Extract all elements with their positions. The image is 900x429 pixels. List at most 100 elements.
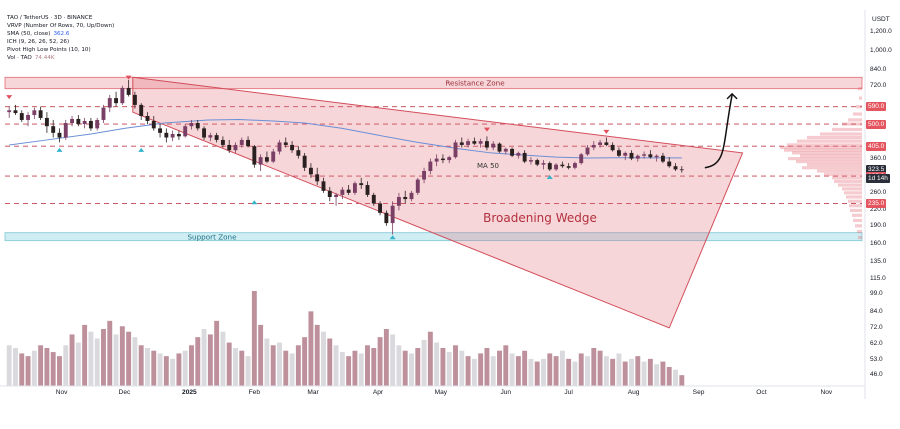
pivot-marker xyxy=(389,235,396,240)
volume-bar xyxy=(641,361,647,386)
candle xyxy=(610,142,615,152)
volume-bar xyxy=(541,358,546,386)
candle xyxy=(63,119,68,140)
volume-bar xyxy=(283,350,289,386)
candle xyxy=(220,136,225,148)
volume-bar xyxy=(75,342,81,386)
candle xyxy=(170,130,175,142)
volume-profile-bar xyxy=(858,235,862,240)
candle-body xyxy=(239,139,244,145)
volume-profile-bar xyxy=(817,169,862,173)
candle-body xyxy=(616,150,621,156)
volume-bar xyxy=(503,345,509,386)
candle-body xyxy=(359,183,364,186)
candle xyxy=(623,151,628,161)
volume-profile-bar xyxy=(787,143,862,147)
candle xyxy=(76,115,81,127)
volume-profile-bar xyxy=(820,132,862,136)
ma-50-label: MA 50 xyxy=(477,162,499,170)
legend-volume[interactable]: Vol · TAO 74.44K xyxy=(7,54,114,62)
candle-body xyxy=(422,171,427,180)
candle-body xyxy=(132,94,137,105)
pivot-marker xyxy=(6,95,13,100)
candle xyxy=(459,137,464,148)
volume-bar xyxy=(63,345,69,386)
candle xyxy=(214,132,219,143)
volume-bar xyxy=(578,353,584,386)
candle-body xyxy=(233,144,238,151)
candle xyxy=(535,158,540,167)
volume-bar xyxy=(308,311,314,386)
volume-profile-bar xyxy=(788,157,862,161)
price-tick-label: 160.0 xyxy=(870,239,887,247)
volume-bar xyxy=(440,348,446,386)
volume-profile-bar xyxy=(848,118,862,122)
candle xyxy=(32,107,37,119)
volume-profile-bar xyxy=(802,166,862,170)
time-tick-label: Nov xyxy=(820,389,833,396)
candle xyxy=(95,117,100,131)
candle xyxy=(19,110,24,122)
price-tick-label: 84.0 xyxy=(870,307,883,315)
price-level-tag: 323.5 xyxy=(866,165,887,175)
candle-body xyxy=(44,117,49,127)
legend-symbol[interactable]: TAO / TetherUS · 3D · BINANCE xyxy=(7,15,93,21)
candle xyxy=(453,139,458,159)
legend-ich[interactable]: ICH (9, 26, 26, 52, 26) xyxy=(7,39,70,46)
legend-sma[interactable]: SMA (50, close) 362.6 xyxy=(7,30,114,38)
volume-profile-bar xyxy=(807,163,862,167)
candle xyxy=(13,104,18,116)
candle xyxy=(352,181,357,195)
candle-body xyxy=(183,126,188,137)
volume-bar xyxy=(207,334,213,386)
time-tick-label: Jul xyxy=(564,389,573,396)
candle-body xyxy=(491,143,496,148)
time-tick-label: Sep xyxy=(692,389,705,396)
volume-profile-bar xyxy=(792,151,862,155)
candle xyxy=(57,128,62,143)
bar-countdown-tag: 1d 14h xyxy=(866,173,890,183)
candle-body xyxy=(365,185,370,195)
candle xyxy=(679,166,684,173)
candle-body xyxy=(258,157,263,165)
price-tick-label: 62.0 xyxy=(870,339,883,347)
candle-body xyxy=(13,110,18,114)
candle xyxy=(428,158,433,175)
volume-profile-bar xyxy=(797,139,862,143)
legend-vrvp[interactable]: VRVP (Number Of Rows, 70, Up/Down) xyxy=(7,23,115,30)
candle xyxy=(503,147,508,155)
candle-body xyxy=(164,132,169,138)
candle xyxy=(189,119,194,130)
candle-body xyxy=(321,181,326,191)
candle-body xyxy=(290,144,295,151)
candle-body xyxy=(227,144,232,151)
volume-bar xyxy=(50,352,56,386)
candle-body xyxy=(315,174,320,182)
price-tick-label: 115.0 xyxy=(870,274,886,282)
candle xyxy=(208,132,213,142)
price-level-tag: 405.0 xyxy=(866,141,887,151)
volume-bar xyxy=(421,339,427,386)
volume-bar xyxy=(38,345,44,386)
candle xyxy=(510,147,515,158)
price-tick-label: 1,200.0 xyxy=(870,28,892,35)
volume-bar xyxy=(201,329,207,386)
volume-bar xyxy=(358,353,364,386)
candle-body xyxy=(145,115,150,121)
candle xyxy=(642,151,647,159)
volume-bar xyxy=(145,348,150,386)
price-tick-label: 260.0 xyxy=(870,188,887,196)
pivot-marker xyxy=(483,127,490,132)
candle-body xyxy=(403,196,408,200)
support-zone-label: Support Zone xyxy=(188,232,238,241)
candle xyxy=(371,192,376,206)
candle-body xyxy=(547,163,552,170)
candle-body xyxy=(679,169,684,171)
candle-body xyxy=(296,150,301,156)
candle-body xyxy=(396,196,401,206)
candle-body xyxy=(114,98,119,104)
legend-pivot[interactable]: Pivot High Low Points (10, 10) xyxy=(7,47,91,54)
volume-bar xyxy=(19,353,25,386)
volume-bar xyxy=(6,345,12,386)
